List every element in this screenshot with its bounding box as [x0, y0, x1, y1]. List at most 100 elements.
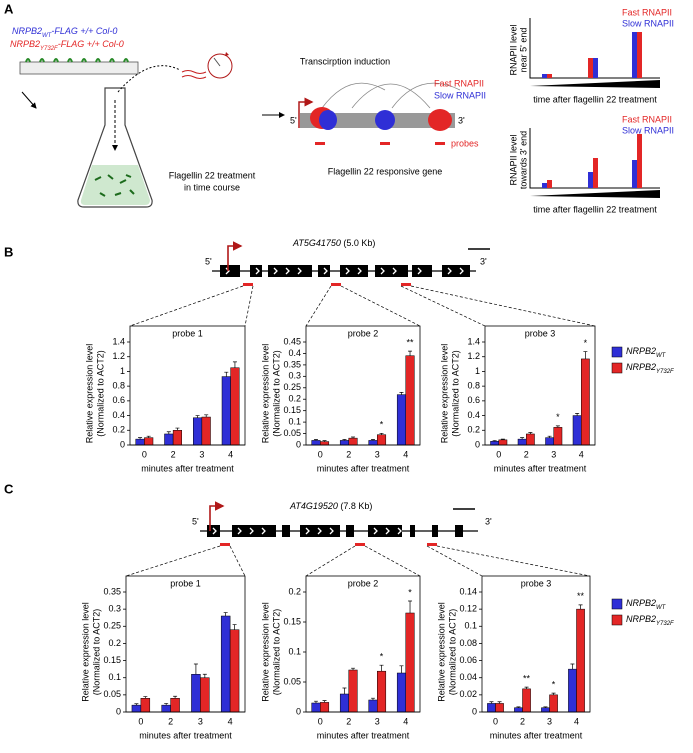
x-tick-label: 2 — [171, 449, 176, 459]
x-tick-label: 0 — [142, 449, 147, 459]
significance: * — [408, 587, 412, 597]
connector — [229, 545, 246, 577]
flask — [77, 87, 153, 208]
y-tick-label: 0.1 — [108, 672, 121, 682]
connector — [400, 285, 486, 327]
x-axis-label: minutes after treatment — [141, 463, 234, 473]
panel-label: C — [4, 481, 14, 496]
y-tick-label: 1.4 — [467, 336, 480, 346]
bar — [368, 440, 378, 446]
y-tick-label: 1.2 — [112, 351, 125, 361]
chevron — [447, 267, 452, 275]
bar — [221, 376, 231, 446]
error-bar — [551, 692, 556, 695]
error-bar — [193, 663, 198, 675]
legend-swatch — [611, 346, 623, 358]
label: 5' — [205, 256, 212, 266]
significance: ** — [523, 674, 531, 684]
bar — [514, 707, 523, 713]
bar — [164, 433, 174, 446]
error-bar — [164, 703, 169, 706]
y-tick-label: 0 — [120, 439, 125, 449]
chart-title: probe 1 — [170, 578, 201, 588]
gene-name: AT5G41750 (5.0 Kb) — [292, 238, 375, 248]
chevron — [212, 527, 217, 535]
x-tick-label: 3 — [199, 449, 204, 459]
chevron — [255, 267, 260, 275]
y-axis-label: (Normalized to ACT2) — [95, 350, 105, 437]
chevron — [392, 267, 397, 275]
x-tick-label: 0 — [318, 716, 323, 726]
y-tick-label: 0.25 — [283, 382, 301, 392]
label: Fast RNAPII — [622, 7, 672, 17]
exon — [318, 265, 330, 277]
bar — [396, 672, 407, 713]
bar — [348, 437, 358, 446]
error-bar — [500, 438, 505, 440]
x-tick-label: 0 — [496, 449, 501, 459]
label: time after flagellin 22 treatment — [533, 94, 657, 104]
error-bar — [232, 361, 237, 368]
y-tick-label: 0.3 — [108, 604, 121, 614]
error-bar — [134, 703, 139, 706]
x-tick-label: 4 — [403, 716, 408, 726]
y-tick-label: 0.15 — [283, 616, 301, 626]
bar — [377, 434, 387, 446]
bar — [576, 608, 585, 713]
significance: ** — [577, 591, 585, 601]
error-bar — [322, 440, 327, 442]
y-axis-label: (Normalized to ACT2) — [271, 609, 281, 696]
legend-swatch — [611, 598, 623, 610]
error-bar — [342, 687, 347, 694]
error-bar — [528, 432, 533, 434]
x-tick-label: 2 — [346, 716, 351, 726]
x-tick-label: 3 — [375, 449, 380, 459]
bar — [311, 702, 321, 713]
y-tick-label: 0.05 — [103, 689, 121, 699]
bar — [193, 417, 203, 446]
y-tick-label: 0.04 — [459, 672, 477, 682]
tss-arrow — [227, 241, 243, 271]
error-bar — [583, 351, 588, 359]
error-bar — [224, 371, 229, 377]
bar — [541, 707, 550, 713]
y-tick-label: 0.4 — [112, 410, 125, 420]
error-bar — [497, 701, 502, 704]
bar — [320, 441, 330, 446]
bar — [170, 698, 180, 713]
error-bar — [313, 700, 318, 703]
error-bar — [232, 624, 237, 630]
y-tick-label: 0.1 — [288, 416, 301, 426]
legend-name: NRPB2 — [626, 598, 656, 608]
error-bar — [342, 439, 347, 441]
legend-subscript: WT — [656, 605, 667, 611]
y-tick-label: 0.25 — [103, 621, 121, 631]
bar — [522, 688, 531, 713]
error-bar — [570, 663, 575, 670]
bar — [339, 693, 350, 713]
bar — [320, 702, 330, 713]
bar — [553, 427, 563, 446]
label: in time course — [184, 182, 240, 192]
error-bar — [143, 696, 148, 699]
bar — [220, 615, 231, 713]
bar — [581, 358, 590, 446]
y-tick-label: 0.3 — [288, 371, 301, 381]
y-tick-label: 0.4 — [467, 410, 480, 420]
bar — [526, 433, 535, 446]
y-tick-label: 0 — [472, 706, 477, 716]
bar — [487, 703, 496, 713]
y-tick-label: 1.4 — [112, 336, 125, 346]
x-tick-label: 4 — [403, 449, 408, 459]
x-tick-label: 2 — [524, 449, 529, 459]
bar — [572, 415, 582, 446]
x-axis-label: minutes after treatment — [317, 730, 410, 740]
bar — [135, 438, 145, 446]
error-bar — [379, 432, 384, 435]
bar — [229, 629, 240, 713]
y-axis-label: Relative expression level — [84, 344, 94, 444]
chevron — [357, 267, 362, 275]
error-bar — [351, 436, 356, 439]
label: Flagellin 22 responsive gene — [328, 166, 443, 176]
y-tick-label: 0.6 — [467, 395, 480, 405]
